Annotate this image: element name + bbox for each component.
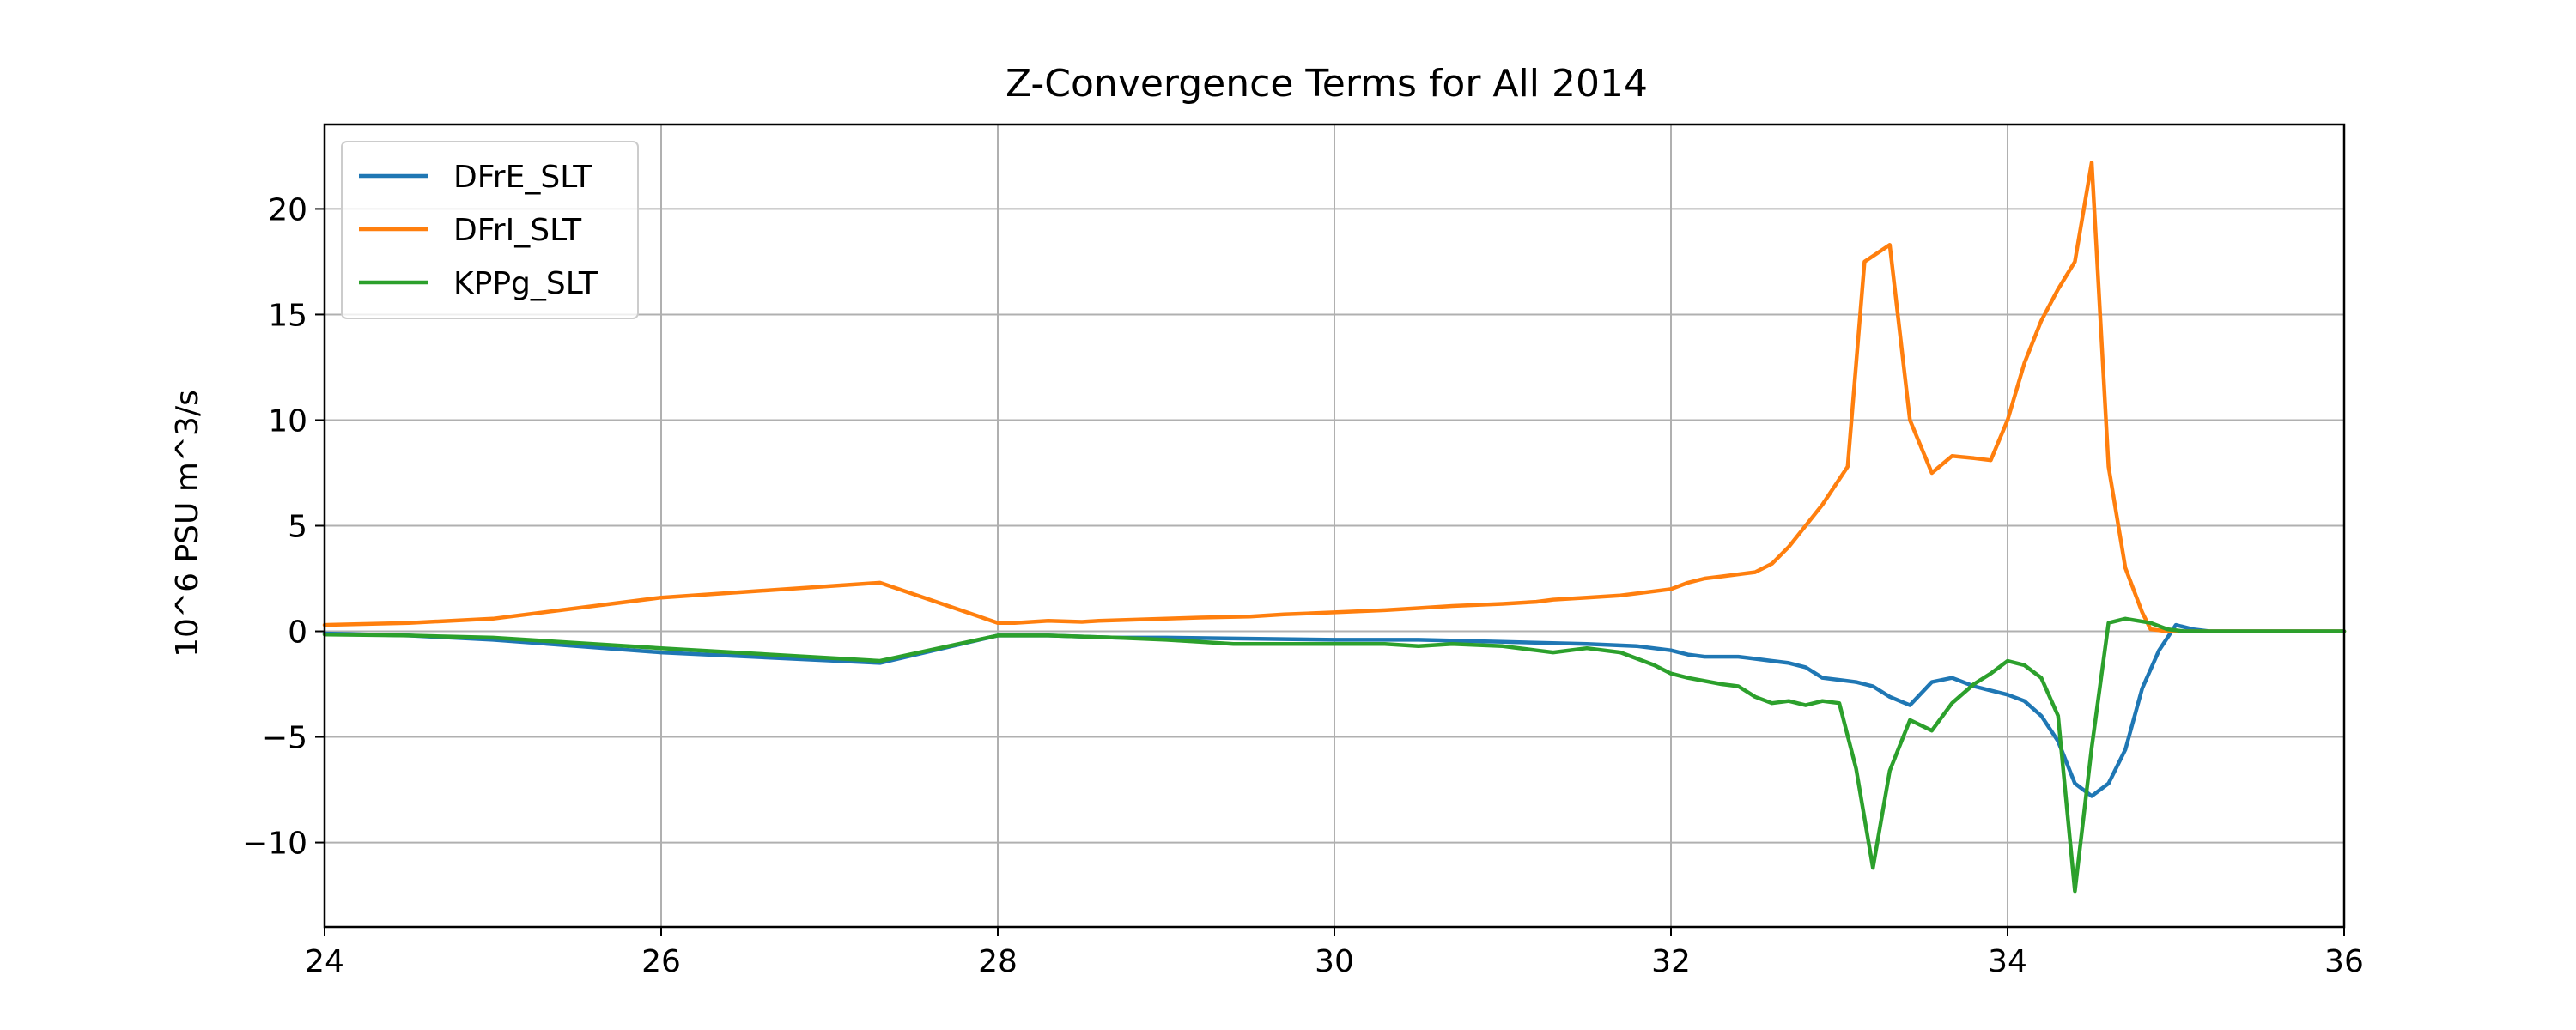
plot-series — [322, 161, 2347, 894]
series-line-DFrE_SLT — [322, 622, 2347, 798]
legend-label: DFrE_SLT — [453, 160, 592, 195]
legend: DFrE_SLT DFrI_SLT KPPg_SLT — [341, 141, 639, 319]
x-tick-label: 36 — [2324, 944, 2364, 979]
x-tick-label: 30 — [1315, 944, 1354, 979]
y-tick-label: 15 — [268, 298, 307, 333]
grid-lines — [324, 124, 2345, 927]
y-tick-label: 5 — [288, 510, 307, 545]
legend-box — [341, 141, 639, 319]
chart-title: Z-Convergence Terms for All 2014 — [1005, 62, 1648, 106]
axis-ticks: 24 26 28 30 32 34 36 −10 −5 0 5 10 15 20 — [242, 192, 2364, 979]
x-tick-label: 24 — [305, 944, 344, 979]
x-tick-label: 34 — [1988, 944, 2027, 979]
y-tick-label: 10 — [268, 403, 307, 439]
x-tick-label: 28 — [978, 944, 1018, 979]
legend-label: DFrI_SLT — [453, 213, 582, 248]
y-tick-label: −5 — [262, 721, 307, 756]
y-tick-label: −10 — [242, 827, 307, 862]
x-tick-label: 26 — [641, 944, 681, 979]
series-line-DFrI_SLT — [322, 161, 2347, 633]
y-tick-label: 0 — [288, 615, 307, 651]
x-tick-label: 32 — [1651, 944, 1691, 979]
legend-label: KPPg_SLT — [453, 266, 598, 301]
series-line-KPPg_SLT — [322, 616, 2347, 894]
y-axis-label: 10^6 PSU m^3/s — [170, 390, 205, 657]
y-tick-label: 20 — [268, 192, 307, 227]
